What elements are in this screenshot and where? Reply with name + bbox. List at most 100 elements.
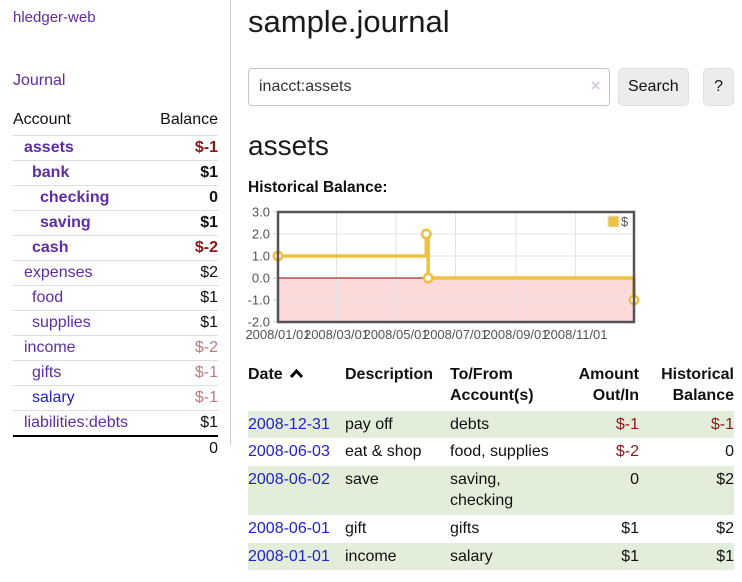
accounts-table: Account Balance assets $-1 bank $1 check… <box>13 109 218 461</box>
account-row: expenses $2 <box>13 260 218 286</box>
account-link-cash[interactable]: cash <box>32 239 69 256</box>
accounts-header-row: Account Balance <box>13 109 218 136</box>
account-link-saving[interactable]: saving <box>40 214 91 231</box>
register-table: Date Description To/From Account(s) Amoun… <box>248 363 734 571</box>
register-row: 2008-12-31 pay off debts $-1 $-1 <box>248 410 734 439</box>
register-header-amount: Amount Out/In <box>578 366 639 404</box>
account-link-checking[interactable]: checking <box>40 189 110 206</box>
sidebar: hledger-web Journal Account Balance asse… <box>0 0 231 461</box>
transaction-accounts: food, supplies <box>450 443 549 461</box>
account-link-liabilities-debts[interactable]: liabilities:debts <box>24 414 129 431</box>
transaction-accounts: gifts <box>450 519 480 537</box>
transaction-description: gift <box>345 519 367 537</box>
account-balance: $-2 <box>115 235 218 261</box>
account-balance: $1 <box>115 210 218 236</box>
search-input[interactable] <box>248 68 610 106</box>
sort-ascending-icon <box>289 368 303 379</box>
sidebar-item-journal[interactable]: Journal <box>13 72 66 89</box>
account-balance: $1 <box>115 285 218 311</box>
transaction-accounts: saving, checking <box>450 470 514 510</box>
svg-text:2008/05/01: 2008/05/01 <box>363 327 428 342</box>
account-link-salary[interactable]: salary <box>32 389 75 406</box>
svg-text:2008/07/01: 2008/07/01 <box>423 327 488 342</box>
account-link-expenses[interactable]: expenses <box>24 264 93 281</box>
account-heading: assets <box>248 130 329 161</box>
clear-search-icon[interactable]: × <box>590 76 601 95</box>
account-link-bank[interactable]: bank <box>32 164 70 181</box>
account-link-supplies[interactable]: supplies <box>32 314 91 331</box>
register-header-accounts: To/From Account(s) <box>450 366 534 404</box>
account-row: gifts $-1 <box>13 360 218 386</box>
accounts-total-row: 0 <box>13 435 218 461</box>
register-row: 2008-06-03 eat & shop food, supplies $-2… <box>248 438 734 466</box>
transaction-date-link[interactable]: 2008-12-31 <box>248 415 330 433</box>
svg-text:0.0: 0.0 <box>252 271 270 286</box>
account-balance: $-2 <box>115 335 218 361</box>
svg-text:2008/09/01: 2008/09/01 <box>483 327 548 342</box>
main-content: sample.journal × Search ? assets Histori… <box>245 0 735 571</box>
transaction-amount: $1 <box>621 519 639 537</box>
account-balance: $-1 <box>115 385 218 411</box>
svg-text:1.0: 1.0 <box>252 249 270 264</box>
account-row: saving $1 <box>13 210 218 236</box>
register-header-row: Date Description To/From Account(s) Amoun… <box>248 363 734 411</box>
account-row: checking 0 <box>13 185 218 211</box>
account-balance: $-1 <box>115 360 218 386</box>
transaction-balance: 0 <box>725 443 734 461</box>
register-row: 2008-06-02 save saving, checking 0 $2 <box>248 465 734 515</box>
accounts-header-balance: Balance <box>160 111 218 128</box>
account-balance: $-1 <box>115 135 218 161</box>
transaction-description: save <box>345 470 379 488</box>
transaction-accounts: debts <box>450 415 490 433</box>
account-row: assets $-1 <box>13 135 218 161</box>
account-balance: $1 <box>115 160 218 186</box>
svg-text:-2.0: -2.0 <box>248 315 270 330</box>
page-title: sample.journal <box>248 4 450 39</box>
register-header-balance: Historical Balance <box>661 366 734 404</box>
transaction-amount: $-2 <box>615 443 639 461</box>
svg-text:2008/03/01: 2008/03/01 <box>304 327 369 342</box>
app-title-link[interactable]: hledger-web <box>13 9 96 26</box>
account-row: salary $-1 <box>13 385 218 411</box>
account-balance: $1 <box>115 310 218 336</box>
transaction-date-link[interactable]: 2008-06-03 <box>248 443 330 461</box>
transaction-balance: $2 <box>716 470 734 488</box>
account-balance: $1 <box>115 410 218 436</box>
svg-text:-1.0: -1.0 <box>248 293 270 308</box>
transaction-date-link[interactable]: 2008-01-01 <box>248 547 330 565</box>
transaction-balance: $-1 <box>710 415 734 433</box>
account-link-income[interactable]: income <box>24 339 76 356</box>
transaction-description: income <box>345 547 397 565</box>
search-form: × Search ? <box>248 68 735 106</box>
accounts-total-value: 0 <box>115 435 218 461</box>
account-link-gifts[interactable]: gifts <box>32 364 62 381</box>
account-row: supplies $1 <box>13 310 218 336</box>
transaction-amount: 0 <box>630 470 639 488</box>
svg-text:2008/11/01: 2008/11/01 <box>543 327 607 342</box>
register-header-date[interactable]: Date <box>248 363 345 411</box>
account-balance: 0 <box>115 185 218 211</box>
chart-title: Historical Balance: <box>248 179 388 196</box>
account-link-food[interactable]: food <box>32 289 64 306</box>
account-row: food $1 <box>13 285 218 311</box>
svg-text:$: $ <box>621 214 629 229</box>
transaction-amount: $1 <box>621 547 639 565</box>
account-row: cash $-2 <box>13 235 218 261</box>
transaction-balance: $2 <box>716 519 734 537</box>
search-input-wrap: × <box>248 68 610 106</box>
svg-text:3.0: 3.0 <box>252 205 270 220</box>
accounts-header-account: Account <box>13 111 71 128</box>
search-button[interactable]: Search <box>617 68 690 106</box>
transaction-accounts: salary <box>450 547 493 565</box>
accounts-total-spacer <box>13 435 116 461</box>
account-link-assets[interactable]: assets <box>24 139 74 156</box>
help-button[interactable]: ? <box>703 68 735 106</box>
transaction-date-link[interactable]: 2008-06-01 <box>248 519 330 537</box>
transaction-description: eat & shop <box>345 443 422 461</box>
account-row: liabilities:debts $1 <box>13 410 218 436</box>
transaction-balance: $1 <box>716 547 734 565</box>
account-row: income $-2 <box>13 335 218 361</box>
register-row: 2008-01-01 income salary $1 $1 <box>248 542 734 571</box>
transaction-date-link[interactable]: 2008-06-02 <box>248 470 330 488</box>
chart-canvas: $3.0 2.0 1.0 0.0 -1.0 -2.02008/01/012008/03/0… <box>245 205 640 342</box>
